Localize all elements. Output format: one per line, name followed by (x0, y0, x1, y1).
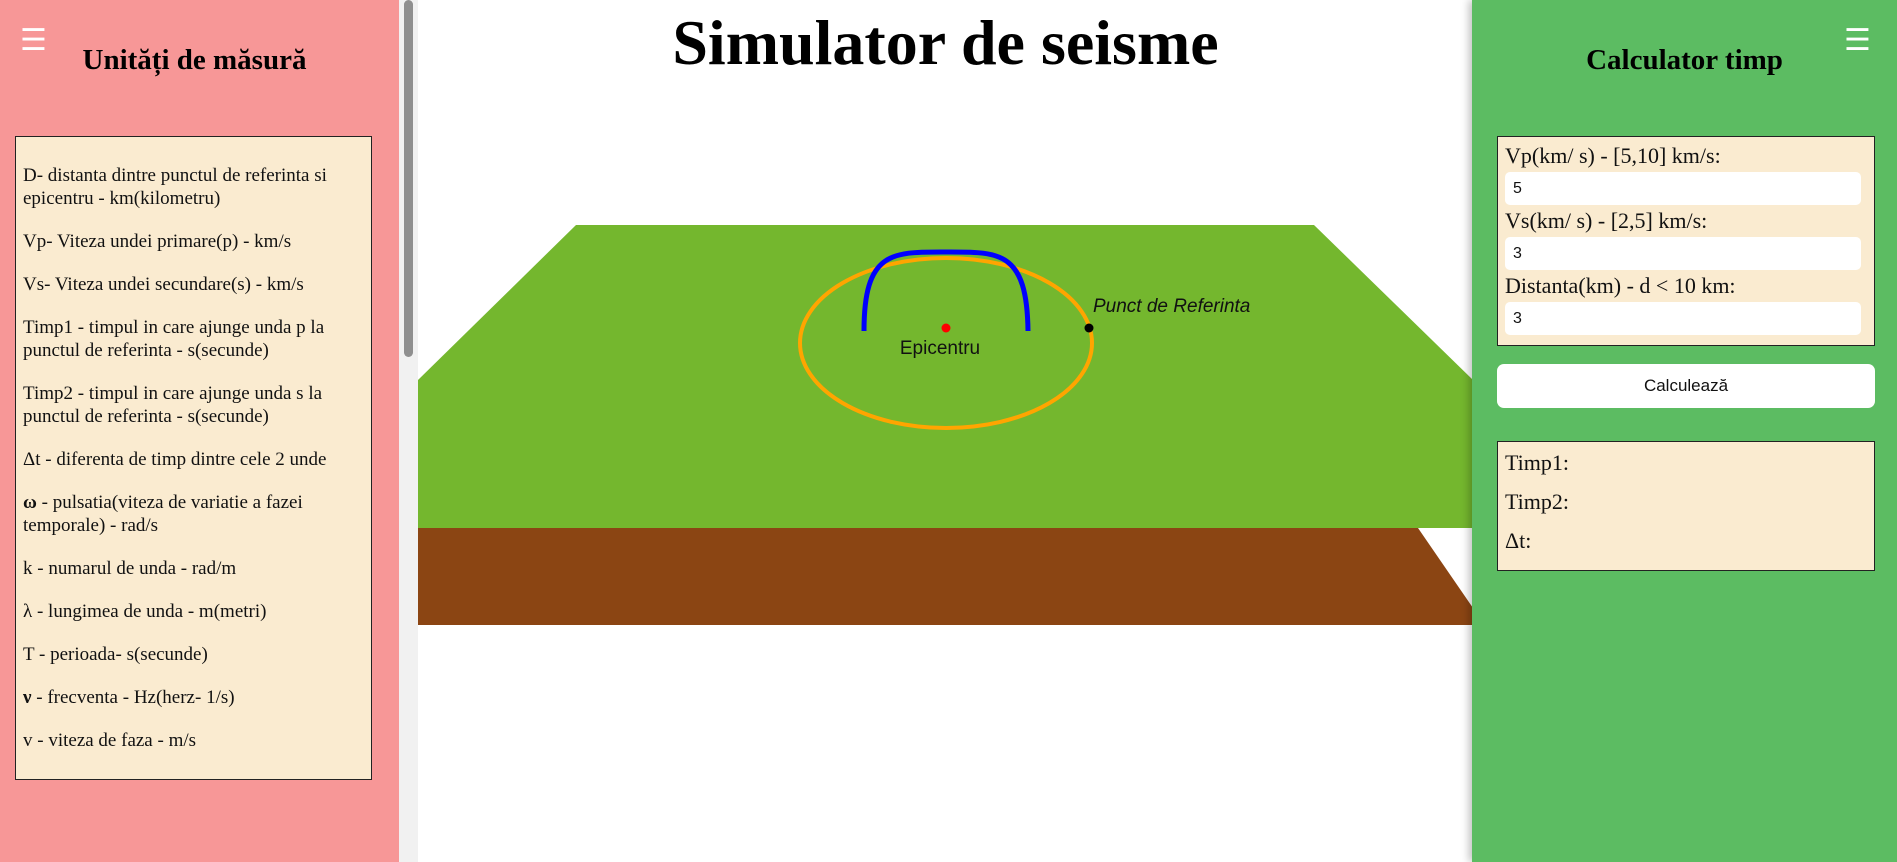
unit-item: k - numarul de unda - rad/m (23, 557, 364, 580)
reference-point-dot[interactable] (1084, 323, 1094, 333)
unit-symbol: ν (23, 687, 32, 708)
scrollbar-track[interactable] (399, 0, 418, 862)
unit-text: Δt - diferenta de timp dintre cele 2 und… (23, 449, 327, 470)
unit-item: Vp- Viteza undei primare(p) - km/s (23, 230, 364, 253)
unit-item: λ - lungimea de unda - m(metri) (23, 600, 364, 623)
distance-input[interactable] (1505, 302, 1861, 335)
units-panel-title: Unități de măsură (82, 44, 307, 76)
unit-text: v - viteza de faza - m/s (23, 730, 197, 751)
delta-t-result: Δt: (1505, 528, 1532, 553)
ground-side (418, 528, 1473, 625)
unit-item: ω - pulsatia(viteza de variatie a fazei … (23, 491, 364, 537)
calculator-panel: ☰ Calculator timp Vp(km/ s) - [5,10] km/… (1472, 0, 1897, 862)
unit-text: - pulsatia(viteza de variatie a fazei te… (23, 492, 303, 536)
epicenter-label: Epicentru (900, 338, 980, 359)
epicenter-dot[interactable] (941, 323, 951, 333)
menu-icon[interactable]: ☰ (1844, 23, 1871, 58)
unit-item: Timp1 - timpul in care ajunge unda p la … (23, 316, 364, 362)
unit-item: v - viteza de faza - m/s (23, 729, 364, 752)
unit-text: Timp2 - timpul in care ajunge unda s la … (23, 383, 323, 427)
scrollbar-thumb[interactable] (404, 0, 413, 357)
page-title: Simulator de seisme (672, 7, 1219, 78)
unit-text: k - numarul de unda - rad/m (23, 558, 237, 579)
unit-symbol: ω (23, 492, 37, 513)
wave-arc (861, 249, 1031, 332)
calculator-panel-title: Calculator timp (1586, 44, 1783, 76)
unit-item: Timp2 - timpul in care ajunge unda s la … (23, 382, 364, 428)
seismic-scene[interactable]: Epicentru Punct de Referinta (418, 0, 1473, 862)
unit-item: Δt - diferenta de timp dintre cele 2 und… (23, 448, 364, 471)
ground-side-corner-right (1418, 528, 1473, 608)
unit-text: Vp- Viteza undei primare(p) - km/s (23, 231, 292, 252)
vs-input[interactable] (1505, 237, 1861, 270)
unit-text: D- distanta dintre punctul de referinta … (23, 165, 327, 209)
unit-text: T - perioada- s(secunde) (23, 644, 208, 665)
reference-point-label: Punct de Referinta (1093, 296, 1250, 317)
calculator-inputs: Vp(km/ s) - [5,10] km/s: Vs(km/ s) - [2,… (1497, 136, 1875, 346)
vp-label: Vp(km/ s) - [5,10] km/s: (1505, 143, 1721, 168)
unit-text: λ - lungimea de unda - m(metri) (23, 601, 267, 622)
unit-text: - frecventa - Hz(herz- 1/s) (31, 687, 235, 708)
distance-label: Distanta(km) - d < 10 km: (1505, 273, 1736, 298)
unit-item: Vs- Viteza undei secundare(s) - km/s (23, 273, 364, 296)
units-panel: ☰ Unități de măsură D- distanta dintre p… (0, 0, 399, 862)
results-box: Timp1: Timp2: Δt: (1497, 441, 1875, 571)
units-list: D- distanta dintre punctul de referinta … (15, 136, 372, 780)
ground-surface (418, 225, 1473, 528)
unit-item: ν - frecventa - Hz(herz- 1/s) (23, 686, 364, 709)
menu-icon[interactable]: ☰ (20, 23, 47, 58)
timp2-result: Timp2: (1505, 489, 1570, 514)
unit-text: Timp1 - timpul in care ajunge unda p la … (23, 317, 325, 361)
timp1-result: Timp1: (1505, 450, 1570, 475)
unit-item: D- distanta dintre punctul de referinta … (23, 164, 364, 210)
vp-input[interactable] (1505, 172, 1861, 205)
wave-circle (798, 256, 1094, 430)
vs-label: Vs(km/ s) - [2,5] km/s: (1505, 208, 1708, 233)
unit-text: Vs- Viteza undei secundare(s) - km/s (23, 274, 304, 295)
calculate-button[interactable]: Calculează (1497, 364, 1875, 408)
unit-item: T - perioada- s(secunde) (23, 643, 364, 666)
